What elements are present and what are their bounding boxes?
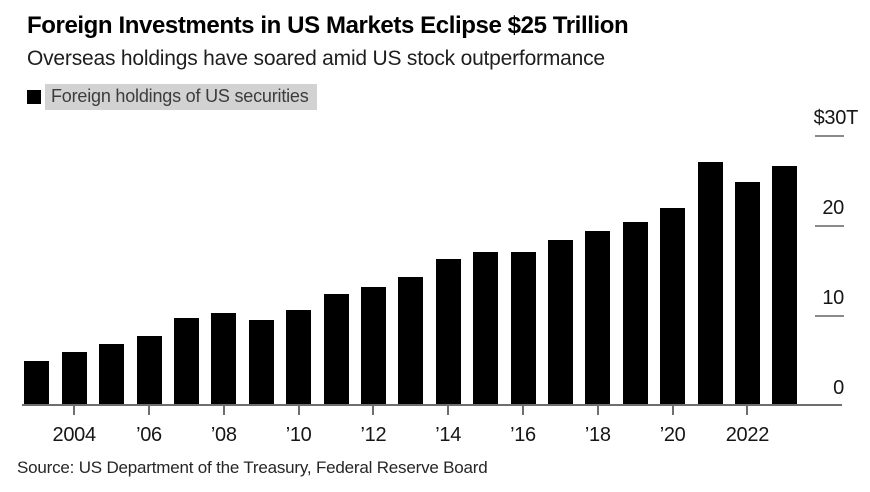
legend-swatch-icon — [27, 90, 41, 104]
bar-2017 — [547, 240, 573, 406]
bar-2010 — [286, 309, 312, 406]
x-tick-2014 — [447, 406, 450, 415]
bar-2019 — [622, 221, 648, 406]
y-label-10: 10 — [822, 287, 844, 309]
bar-2021 — [697, 162, 723, 406]
bar-2014 — [435, 259, 461, 406]
bar-2020 — [660, 208, 686, 406]
bar-2022 — [734, 181, 760, 406]
x-label-2012: ’12 — [360, 424, 387, 446]
bar-2013 — [398, 277, 424, 406]
bar-2012 — [360, 287, 386, 406]
bar-2018 — [585, 231, 611, 406]
x-label-2022: 2022 — [725, 424, 770, 446]
x-tick-2016 — [522, 406, 524, 415]
legend: Foreign holdings of US securities — [27, 84, 317, 110]
x-label-2014: ’14 — [435, 424, 462, 446]
x-label-2020: ’20 — [659, 424, 686, 446]
bar-2003 — [24, 361, 50, 406]
x-tick-2008 — [222, 406, 225, 415]
y-tick-30 — [815, 135, 844, 137]
x-label-2010: ’10 — [285, 424, 312, 446]
y-label-0: 0 — [833, 377, 844, 399]
bar-2015 — [473, 252, 499, 406]
x-axis-baseline — [22, 404, 842, 406]
bar-2016 — [510, 252, 536, 406]
x-label-2006: ’06 — [136, 424, 162, 446]
chart-subtitle: Overseas holdings have soared amid US st… — [27, 47, 605, 70]
x-tick-2012 — [372, 406, 375, 415]
x-tick-2022 — [746, 406, 749, 415]
bar-2009 — [248, 319, 274, 406]
x-tick-2020 — [671, 406, 674, 415]
chart-title: Foreign Investments in US Markets Eclips… — [27, 12, 629, 39]
y-label-20: 20 — [822, 197, 844, 219]
bar-2004 — [61, 352, 87, 406]
x-label-2008: ’08 — [210, 424, 237, 446]
bar-2007 — [173, 317, 199, 406]
y-tick-10 — [815, 315, 844, 317]
bar-2023 — [772, 165, 798, 406]
legend-label: Foreign holdings of US securities — [45, 84, 317, 110]
x-label-2016: ’16 — [510, 424, 536, 446]
x-label-2004: 2004 — [52, 424, 97, 446]
bar-2011 — [323, 294, 349, 406]
bar-2006 — [136, 335, 162, 406]
y-label-30: $30T — [813, 107, 859, 129]
bar-2005 — [99, 343, 125, 406]
x-tick-2018 — [596, 406, 599, 415]
x-tick-2004 — [73, 406, 76, 415]
x-label-2018: ’18 — [584, 424, 611, 446]
x-tick-2006 — [148, 406, 150, 415]
source-note: Source: US Department of the Treasury, F… — [17, 458, 488, 477]
x-tick-2010 — [297, 406, 300, 415]
y-tick-20 — [815, 225, 844, 227]
bar-2008 — [211, 313, 237, 406]
